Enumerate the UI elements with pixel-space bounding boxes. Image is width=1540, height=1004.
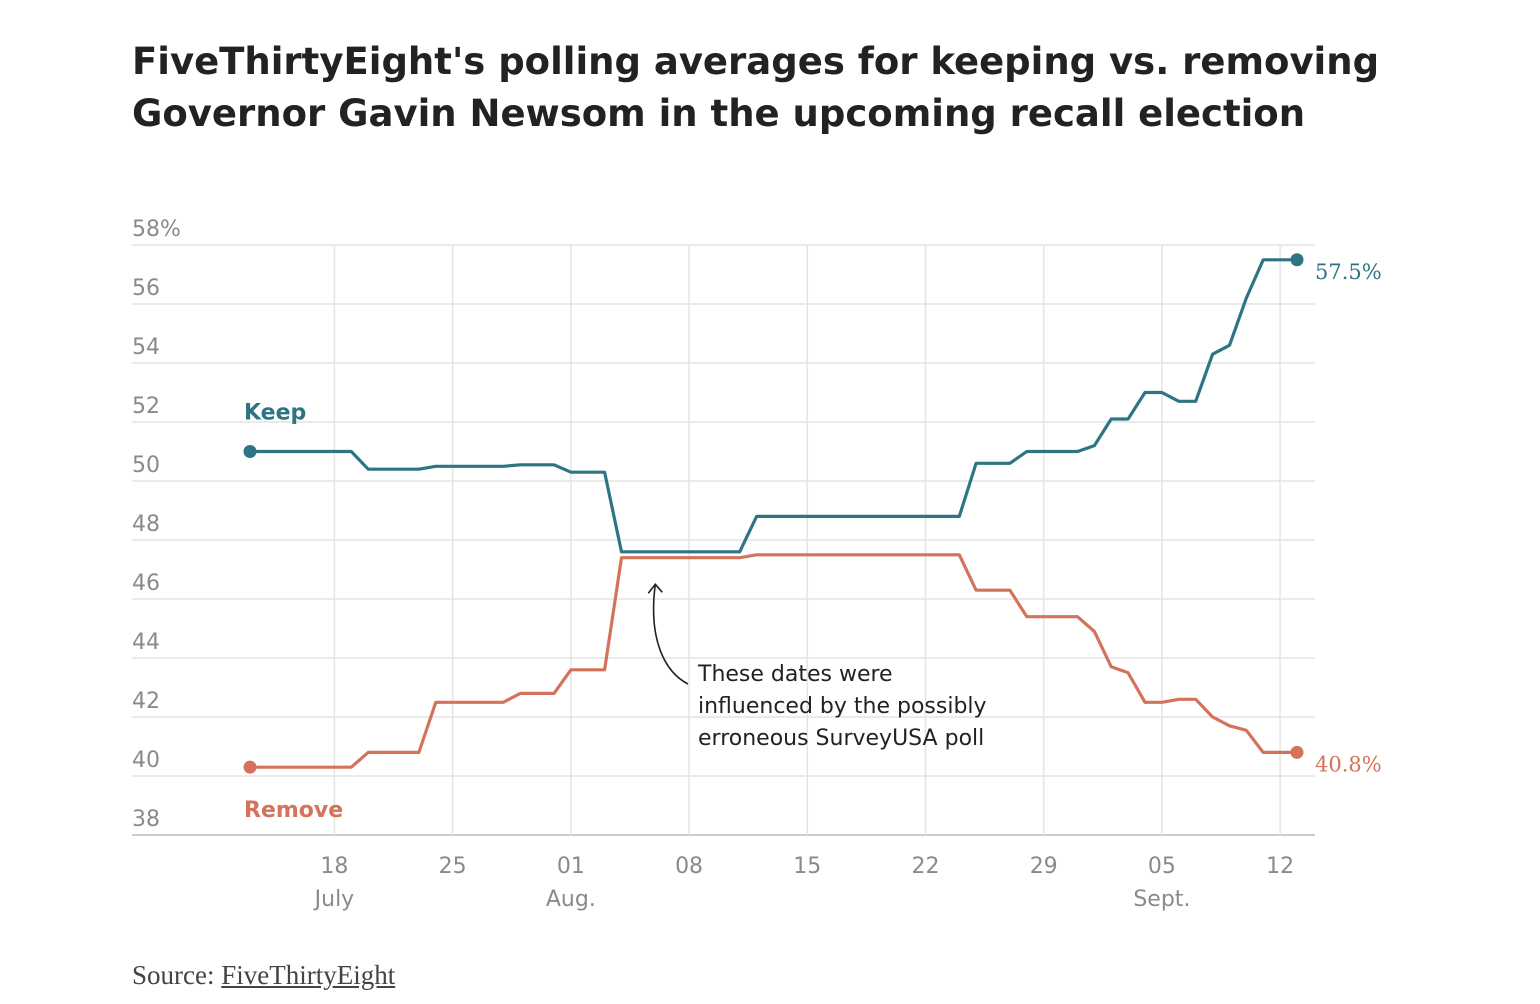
series-name-label: Keep (244, 401, 306, 426)
x-tick-label: 18 (320, 854, 348, 879)
y-tick-label: 46 (132, 571, 160, 596)
series-start-point (243, 760, 257, 774)
series-name-label: Remove (244, 798, 343, 823)
annotation-arrowhead (647, 583, 663, 594)
grid-lines (132, 244, 1315, 836)
y-tick-label: 56 (132, 276, 160, 301)
y-tick-label: 44 (132, 630, 160, 655)
x-tick-label: 29 (1030, 854, 1058, 879)
annotation-arrow (652, 584, 689, 685)
annotation-text-line: erroneous SurveyUSA poll (698, 726, 984, 751)
y-tick-label: 52 (132, 394, 160, 419)
annotation-text-line: These dates were (697, 662, 893, 687)
chart-title: FiveThirtyEight's polling averages for k… (132, 40, 1380, 135)
series-start-point (243, 445, 257, 458)
series-end-point (1290, 253, 1304, 267)
x-tick-label: 05 (1148, 854, 1176, 879)
source-link[interactable]: FiveThirtyEight (221, 960, 396, 990)
x-axis-ticks: 18 July 25 01 Aug. 08 15 22 29 05 Sept. 12 (313, 854, 1294, 912)
x-tick-label: 01 (557, 854, 585, 879)
y-tick-label: 50 (132, 453, 160, 478)
source-prefix: Source: (132, 960, 222, 990)
x-month-label: Sept. (1133, 887, 1190, 912)
series-end-point (1290, 745, 1304, 759)
x-tick-label: 25 (439, 854, 467, 879)
series-end-label: 40.8% (1315, 752, 1382, 776)
y-tick-label: 38 (132, 807, 160, 832)
y-axis-ticks: 38 40 42 44 46 48 50 52 54 56 58% (132, 217, 181, 832)
y-tick-label: 54 (132, 335, 160, 360)
source-line: Source: FiveThirtyEight (132, 960, 395, 991)
y-tick-label: 42 (132, 689, 160, 714)
x-month-label: Aug. (546, 887, 596, 912)
x-tick-label: 12 (1266, 854, 1294, 879)
annotation: These dates were influenced by the possib… (647, 583, 987, 751)
x-month-label: July (313, 887, 355, 912)
series-lines (243, 253, 1304, 774)
x-tick-label: 08 (675, 854, 703, 879)
series-line-keep (248, 258, 1299, 554)
series-labels: Keep 57.5% Remove 40.8% (244, 260, 1382, 823)
y-tick-label: 40 (132, 748, 160, 773)
x-tick-label: 22 (911, 854, 939, 879)
series-line-remove (248, 553, 1299, 769)
x-tick-label: 15 (793, 854, 821, 879)
y-tick-label: 58% (132, 217, 181, 242)
y-tick-label: 48 (132, 512, 160, 537)
series-end-label: 57.5% (1315, 260, 1382, 284)
annotation-text-line: influenced by the possibly (698, 694, 987, 719)
